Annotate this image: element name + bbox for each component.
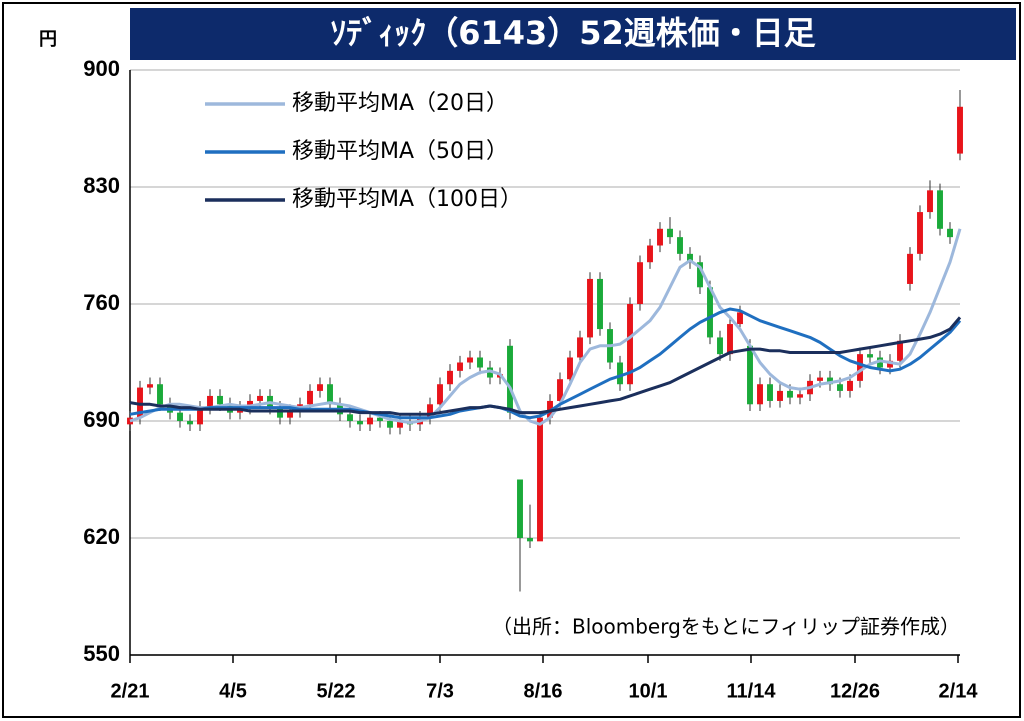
ma-line: [129, 307, 962, 420]
candle-body: [427, 404, 433, 418]
candle-body: [927, 190, 933, 213]
candle-body: [667, 228, 673, 238]
candle-body: [307, 390, 313, 405]
ma-line: [129, 228, 962, 426]
candle-body: [857, 354, 863, 381]
candle-body: [937, 190, 943, 229]
candle-body: [697, 262, 703, 288]
x-tick-label: 7/3: [426, 680, 454, 702]
candle-body: [917, 212, 923, 254]
y-tick-label: 900: [83, 56, 120, 81]
candle-body: [637, 262, 643, 304]
chart-title: ｿﾃﾞｨｯｸ（6143）52週株価・日足: [330, 14, 816, 52]
candle-body: [757, 384, 763, 405]
candle-body: [477, 357, 483, 368]
candle-body: [397, 421, 403, 428]
candle-body: [847, 380, 853, 391]
candle-body: [377, 417, 383, 421]
candle-body: [797, 394, 803, 398]
x-tick-label: 12/26: [830, 680, 880, 702]
candle-body: [707, 287, 713, 338]
candle-body: [737, 312, 743, 325]
candle-body: [467, 357, 473, 363]
y-tick-label: 760: [83, 290, 120, 315]
x-tick-label: 4/5: [219, 680, 247, 702]
legend-label: 移動平均MA（100日）: [292, 187, 522, 212]
x-tick-label: 8/16: [524, 680, 563, 702]
candle-body: [247, 400, 253, 408]
candle-body: [567, 357, 573, 380]
candle-body: [577, 337, 583, 358]
candle-body: [217, 395, 223, 405]
legend-label: 移動平均MA（50日）: [292, 139, 508, 164]
candle-body: [887, 360, 893, 368]
source-note: （出所：Bloombergをもとにフィリップ証券作成）: [492, 615, 960, 639]
candle-body: [777, 390, 783, 401]
candle-body: [187, 421, 193, 425]
candle-body: [357, 421, 363, 425]
x-tick-label: 2/21: [111, 680, 150, 702]
candle-body: [277, 407, 283, 418]
candle-body: [787, 390, 793, 398]
candle-body: [837, 384, 843, 391]
y-tick-label: 830: [83, 173, 120, 198]
candle-body: [907, 253, 913, 284]
x-tick-label: 5/22: [317, 680, 356, 702]
candle-body: [867, 354, 873, 358]
y-unit: 円: [39, 29, 57, 50]
candle-body: [557, 379, 563, 401]
y-tick-label: 690: [83, 407, 120, 432]
candle-body: [197, 407, 203, 425]
candle-body: [647, 245, 653, 263]
candle-body: [527, 538, 533, 542]
candle-body: [257, 395, 263, 401]
candle-body: [177, 412, 183, 421]
candle-body: [387, 421, 393, 428]
candle-body: [507, 345, 513, 413]
candle-body: [817, 377, 823, 381]
candle-body: [137, 387, 143, 418]
candle-body: [447, 370, 453, 385]
candle-body: [827, 377, 833, 385]
candle-body: [957, 106, 963, 154]
candle-body: [727, 324, 733, 355]
candle-body: [157, 384, 163, 405]
x-tick-label: 11/14: [727, 680, 777, 702]
candle-body: [717, 337, 723, 355]
candle-body: [457, 362, 463, 371]
candle-body: [877, 357, 883, 368]
x-tick-label: 2/14: [939, 680, 979, 702]
candle-body: [537, 417, 543, 542]
candle-body: [347, 414, 353, 421]
candle-body: [317, 384, 323, 391]
candle-body: [677, 237, 683, 254]
candle-body: [147, 384, 153, 388]
candle-body: [687, 253, 693, 263]
legend-label: 移動平均MA（20日）: [292, 91, 508, 116]
candle-body: [597, 278, 603, 330]
y-tick-label: 550: [83, 641, 120, 666]
candle-body: [437, 384, 443, 405]
candle-body: [517, 479, 523, 538]
candle-body: [487, 367, 493, 378]
candle-body: [287, 410, 293, 418]
ma-line: [129, 316, 962, 416]
candle-body: [367, 417, 373, 425]
candle-body: [767, 384, 773, 401]
candle-body: [657, 228, 663, 246]
candle-body: [617, 362, 623, 385]
candle-body: [587, 278, 593, 338]
candle-body: [747, 345, 753, 405]
candle-body: [947, 228, 953, 238]
y-tick-label: 620: [83, 524, 120, 549]
candle-body: [327, 384, 333, 405]
candle-body: [207, 395, 213, 408]
candle-body: [627, 304, 633, 385]
candle-body: [897, 340, 903, 361]
x-tick-label: 10/1: [629, 680, 668, 702]
title-banner: [130, 8, 1016, 60]
